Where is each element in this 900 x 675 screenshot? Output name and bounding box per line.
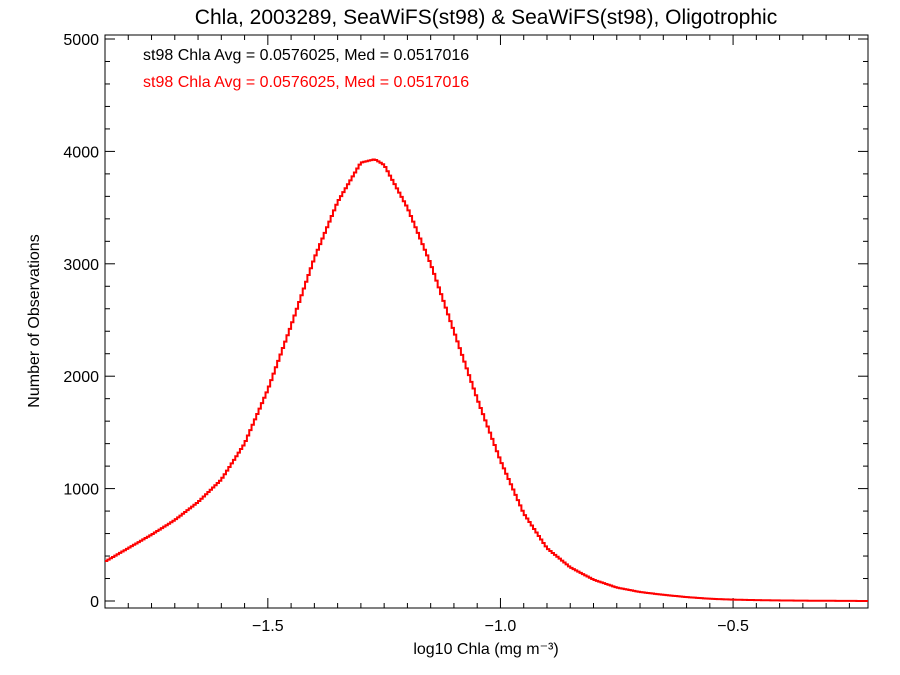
- y-axis-label: Number of Observations: [26, 234, 43, 407]
- y-axis-ticks: 0 1000 2000 3000 4000 5000: [63, 32, 868, 611]
- stats-annotation: st98 Chla Avg = 0.0576025, Med = 0.05170…: [143, 74, 469, 91]
- y-tick-label: 5000: [63, 32, 99, 49]
- y-tick-label: 1000: [63, 482, 99, 499]
- y-tick-label: 2000: [63, 369, 99, 386]
- annotations: st98 Chla Avg = 0.0576025, Med = 0.05170…: [143, 47, 469, 91]
- x-tick-label: −1.0: [485, 618, 517, 635]
- series-layer: [105, 158, 868, 602]
- y-tick-label: 3000: [63, 257, 99, 274]
- chart-title: Chla, 2003289, SeaWiFS(st98) & SeaWiFS(s…: [195, 6, 777, 29]
- plot-frame: [104, 34, 869, 609]
- x-tick-label: −1.5: [252, 618, 284, 635]
- histogram-series: [105, 158, 868, 602]
- x-axis-ticks: −1.5 −1.0 −0.5: [127, 35, 850, 635]
- y-tick-label: 4000: [63, 144, 99, 161]
- stats-annotation: st98 Chla Avg = 0.0576025, Med = 0.05170…: [143, 47, 469, 64]
- x-axis-label: log10 Chla (mg m⁻³): [413, 641, 558, 658]
- y-tick-label: 0: [90, 594, 99, 611]
- x-tick-label: −0.5: [717, 618, 749, 635]
